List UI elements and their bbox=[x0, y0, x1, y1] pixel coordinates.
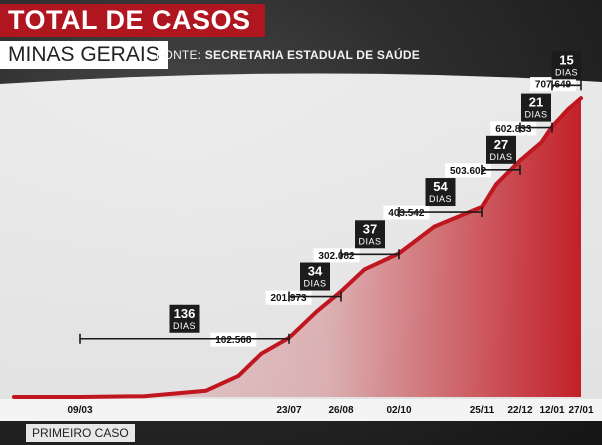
x-tick-label: 22/12 bbox=[507, 405, 532, 416]
interval-days: 27 bbox=[494, 137, 508, 152]
x-tick-label: 26/08 bbox=[328, 405, 353, 416]
data-label: 503.602 bbox=[445, 163, 492, 178]
first-case-badge: PRIMEIRO CASO bbox=[26, 424, 135, 442]
chart-title: TOTAL DE CASOS bbox=[8, 5, 251, 35]
data-label: 102.568 bbox=[210, 332, 257, 347]
data-label-box bbox=[490, 121, 537, 136]
interval-unit: DIAS bbox=[489, 152, 512, 162]
x-tick-label: 23/07 bbox=[276, 405, 301, 416]
x-tick-label: 25/11 bbox=[470, 405, 495, 416]
data-label-text: 102.568 bbox=[215, 335, 252, 346]
x-tick-label: 02/10 bbox=[386, 405, 411, 416]
data-label-box bbox=[313, 248, 360, 263]
interval-box bbox=[551, 51, 582, 80]
interval-unit: DIAS bbox=[303, 279, 326, 289]
interval-box bbox=[355, 220, 385, 249]
data-label-box bbox=[445, 163, 492, 178]
title-banner: TOTAL DE CASOS bbox=[0, 4, 265, 37]
interval-days: 136 bbox=[174, 306, 196, 321]
data-label: 302.082 bbox=[313, 248, 360, 263]
interval-box bbox=[521, 93, 551, 122]
first-case-label: PRIMEIRO CASO bbox=[32, 426, 129, 440]
interval-days: 54 bbox=[433, 179, 448, 194]
data-label-box bbox=[530, 77, 576, 92]
interval-days: 15 bbox=[559, 52, 573, 67]
interval-days: 37 bbox=[363, 221, 377, 236]
data-label-box bbox=[210, 332, 257, 347]
data-label-text: 503.602 bbox=[450, 166, 487, 177]
interval-box bbox=[425, 178, 456, 207]
source-name: SECRETARIA ESTADUAL DE SAÚDE bbox=[204, 48, 420, 62]
interval-box bbox=[486, 135, 516, 164]
interval-box bbox=[300, 262, 330, 291]
interval-box bbox=[169, 304, 200, 333]
interval-days: 21 bbox=[529, 95, 543, 110]
x-tick-label: 12/01 bbox=[539, 405, 564, 416]
data-label-text: 403.542 bbox=[388, 208, 425, 219]
x-tick-label: 09/03 bbox=[67, 405, 92, 416]
interval-unit: DIAS bbox=[555, 67, 578, 77]
interval-unit: DIAS bbox=[358, 236, 381, 246]
interval-unit: DIAS bbox=[429, 194, 452, 204]
cases-line bbox=[12, 96, 583, 399]
interval-unit: DIAS bbox=[524, 110, 547, 120]
interval-unit: DIAS bbox=[173, 321, 196, 331]
axis-band bbox=[0, 399, 602, 421]
interval-days: 34 bbox=[308, 264, 323, 279]
data-label-text: 602.833 bbox=[495, 124, 532, 135]
chart-subtitle: MINAS GERAIS bbox=[8, 43, 160, 66]
source-note: FONTE: SECRETARIA ESTADUAL DE SAÚDE bbox=[156, 48, 420, 62]
x-tick-label: 27/01 bbox=[568, 405, 593, 416]
subtitle-banner: MINAS GERAIS bbox=[0, 41, 168, 69]
cases-area bbox=[14, 98, 581, 397]
source-prefix: FONTE: bbox=[156, 48, 205, 62]
data-label-text: 302.082 bbox=[318, 251, 355, 262]
data-label: 602.833 bbox=[490, 121, 537, 136]
